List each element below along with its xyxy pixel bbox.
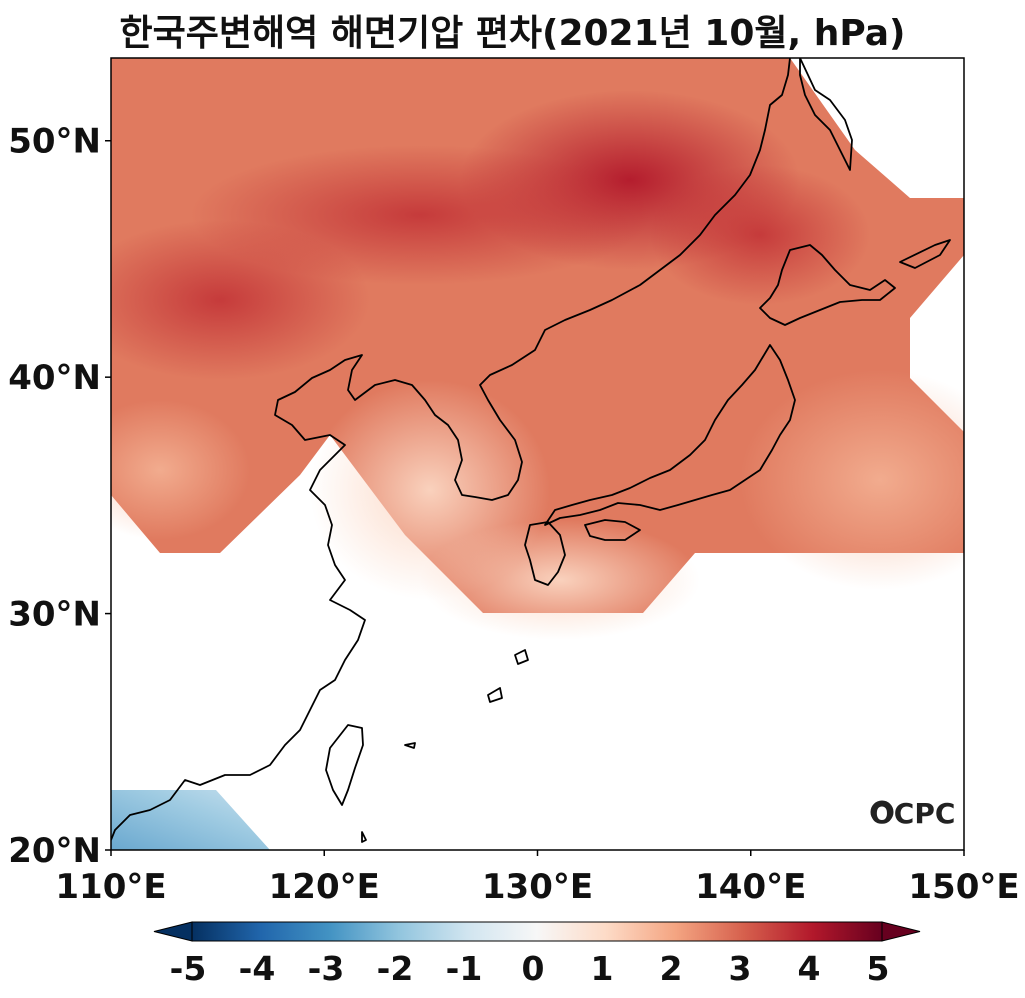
colorbar-tick-label: -5 — [170, 949, 207, 988]
negative-anomaly-region — [111, 790, 270, 850]
lat-tick-label: 50°N — [8, 122, 101, 162]
colorbar-tick-label: 1 — [591, 949, 614, 988]
colorbar-tick-label: -2 — [377, 949, 414, 988]
colorbar-tick-label: 2 — [660, 949, 683, 988]
colorbar-tick-label: -3 — [308, 949, 345, 988]
colorbar-tick-label: 0 — [522, 949, 545, 988]
lon-tick-label: 140°E — [695, 867, 806, 907]
colorbar-tick-label: 4 — [798, 949, 821, 988]
lon-tick-label: 130°E — [482, 867, 593, 907]
lat-tick-label: 30°N — [8, 595, 101, 635]
colorbar-max-extend — [881, 921, 921, 942]
colorbar-gradient — [191, 921, 883, 942]
colorbar-tick-label: -4 — [239, 949, 276, 988]
colorbar-labels: -5 -4 -3 -2 -1 0 1 2 3 4 5 — [170, 949, 890, 988]
latitude-ticks: 20°N 30°N 40°N 50°N — [8, 122, 111, 871]
coastlines — [111, 58, 951, 843]
lat-tick-label: 20°N — [8, 831, 101, 871]
colorbar-tick-label: 3 — [729, 949, 752, 988]
lon-tick-label: 110°E — [55, 867, 166, 907]
colorbar-min-extend — [153, 921, 193, 942]
map-title: 한국주변해역 해면기압 편차(2021년 10월, hPa) — [119, 13, 906, 54]
colorbar-tick-label: 5 — [867, 949, 890, 988]
colorbar-tick-label: -1 — [446, 949, 483, 988]
ocpc-logo: OCPC — [870, 797, 955, 830]
lat-tick-label: 40°N — [8, 358, 101, 398]
lon-tick-label: 120°E — [269, 867, 380, 907]
longitude-ticks: 110°E 120°E 130°E 140°E 150°E — [55, 850, 1020, 907]
ocpc-logo-text: OCPC — [870, 797, 955, 830]
lon-tick-label: 150°E — [908, 867, 1019, 907]
pressure-anomaly-field — [111, 58, 964, 850]
colorbar: -5 -4 -3 -2 -1 0 1 2 3 4 5 — [153, 921, 921, 988]
